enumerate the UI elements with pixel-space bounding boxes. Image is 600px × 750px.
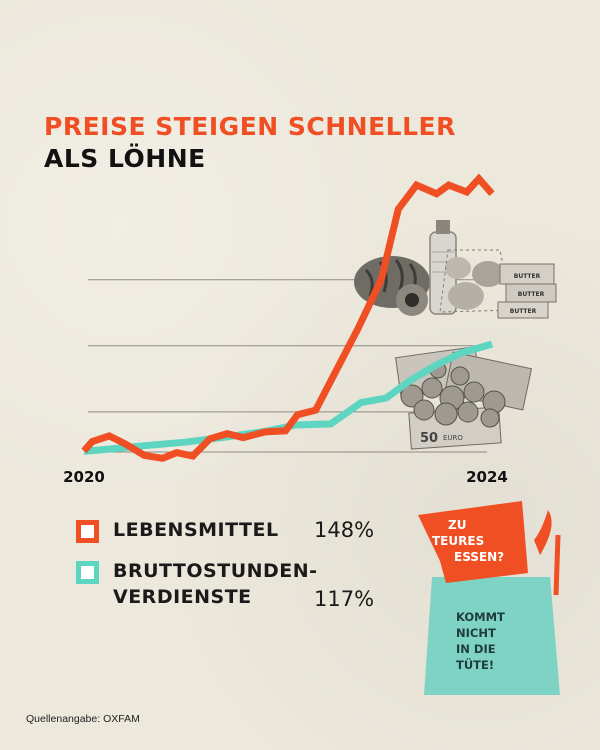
butter-label: BUTTER: [514, 273, 541, 280]
source-note: Quellenangabe: OXFAM: [26, 713, 140, 725]
legend-item-food: LEBENSMITTEL 148%: [76, 517, 374, 543]
butter-block: [497, 301, 549, 319]
bag-body-line4: TÜTE!: [456, 657, 494, 672]
money-illustration: 50 EURO: [395, 346, 533, 450]
legend-value-wages: 117%: [314, 587, 375, 611]
bag-body-line2: NICHT: [456, 626, 496, 640]
legend-swatch-food: [76, 520, 99, 543]
legend-value-food: 148%: [314, 518, 375, 542]
shopping-bag-illustration: ZU TEURES ESSEN? KOMMT NICHT IN DIE TÜTE…: [418, 501, 561, 695]
potato: [448, 282, 484, 310]
oil-bottle-cap: [436, 220, 450, 234]
banknote-currency: EURO: [443, 434, 463, 442]
legend-label-wages-line1: BRUTTOSTUNDEN-: [113, 560, 318, 582]
series-layer: [81, 173, 495, 462]
legend-label-wages-line2: VERDIENSTE: [113, 586, 252, 608]
butter-label: BUTTER: [518, 291, 545, 298]
bag-veggie: [534, 510, 552, 555]
sunflower-center: [405, 293, 419, 307]
bread-scores: [364, 259, 417, 297]
x-tick-label: 2020: [63, 468, 105, 486]
bag-flag: [418, 501, 528, 583]
bag-body-line1: KOMMT: [456, 610, 505, 624]
legend-label-food: LEBENSMITTEL: [113, 519, 279, 541]
butter-label: BUTTER: [510, 308, 537, 315]
chart-title-line2: ALS LÖHNE: [44, 144, 206, 173]
banknote-value: 50: [420, 431, 438, 446]
x-tick-label: 2024: [466, 468, 508, 486]
bag-body: [424, 577, 560, 695]
legend-label-wages: BRUTTOSTUNDEN- VERDIENSTE: [113, 558, 318, 610]
groceries-illustration: BUTTER BUTTER BUTTER: [354, 220, 557, 319]
potato: [445, 257, 471, 279]
series-line-food: [81, 173, 495, 462]
series-line-wages: [83, 340, 493, 455]
legend-item-wages: BRUTTOSTUNDEN- VERDIENSTE 117%: [76, 558, 374, 611]
potato-net: [439, 249, 513, 313]
legend-swatch-wages: [76, 561, 99, 584]
potato: [472, 261, 504, 287]
bag-flag-line3: ESSEN?: [454, 550, 504, 564]
bag-flag-line2: TEURES: [432, 534, 484, 548]
chart-title-line1: PREISE STEIGEN SCHNELLER: [44, 112, 456, 141]
bag-flag-line1: ZU: [448, 518, 466, 532]
bag-pole: [553, 534, 561, 596]
bag-body-line3: IN DIE: [456, 642, 496, 656]
coin-pile: [400, 361, 506, 428]
x-axis-ticks: 2020 2024: [63, 468, 508, 486]
